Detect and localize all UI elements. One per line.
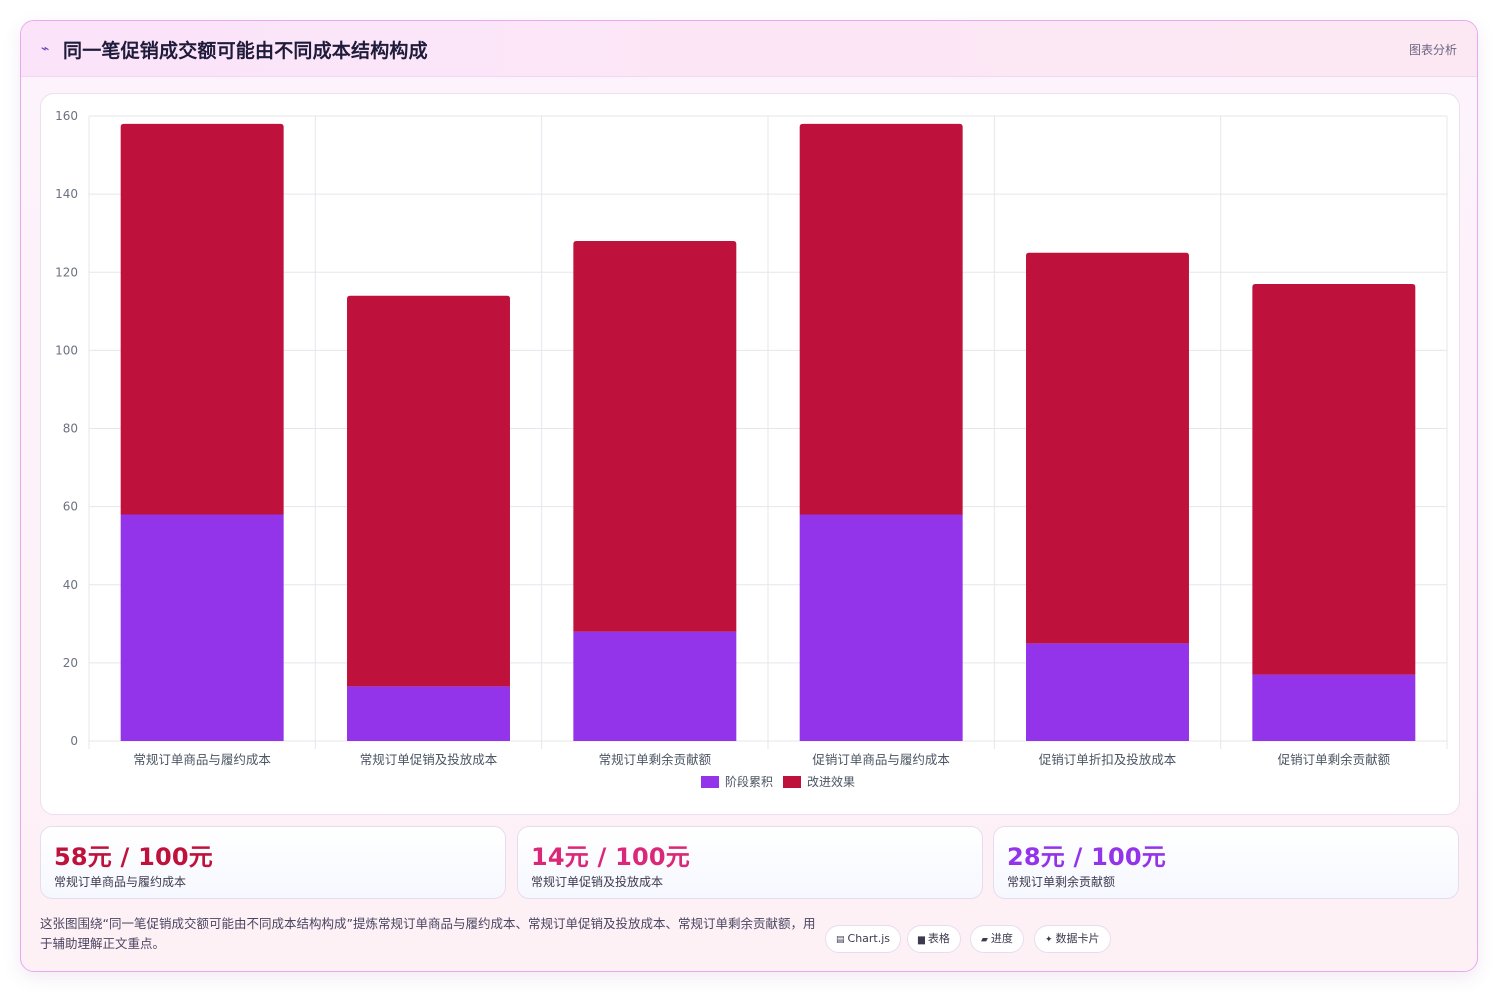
stacked-bar-chart: 0 20 40 60 80 100 120 140 160 常规订单商品与履约成本 常规订单促销及投… [55,109,1448,789]
x-tick-label: 常规订单剩余贡献额 [599,752,712,767]
stat-value: 58元 / 100元 [54,843,213,871]
stat-value: 28元 / 100元 [1007,843,1166,871]
stat-card-1: 58元 / 100元 常规订单商品与履约成本 [40,826,506,899]
bar-segment [1026,643,1189,741]
y-tick-label: 0 [70,734,78,748]
y-tick-label: 80 [63,422,78,436]
card-header: ⌁ 同一笔促销成交额可能由不同成本结构构成 图表分析 [21,21,1477,77]
chart-card: ⌁ 同一笔促销成交额可能由不同成本结构构成 图表分析 0 20 40 60 80 100 1… [20,20,1478,972]
chart-icon: ▤ [836,935,845,945]
tag-chartjs[interactable]: ▤ Chart.js [825,925,902,953]
tag-data-card[interactable]: ✦ 数据卡片 [1034,925,1111,953]
chart-analysis-button[interactable]: 图表分析 [1408,43,1457,57]
y-tick-label: 60 [63,500,78,514]
y-tick-label: 20 [63,656,78,670]
legend-swatch [701,776,719,788]
tag-label: 表格 [927,932,950,945]
bar-segment [799,123,963,515]
table-icon: ▆ [918,935,925,945]
bar-segment [573,241,737,632]
stat-card-2: 14元 / 100元 常规订单促销及投放成本 [517,826,983,899]
legend-swatch [783,776,801,788]
tag-label: Chart.js [847,932,891,945]
chart-container: 0 20 40 60 80 100 120 140 160 常规订单商品与履约成本 常规订单促销及投… [40,93,1460,815]
tag-label: 数据卡片 [1055,932,1100,945]
page-title: 同一笔促销成交额可能由不同成本结构构成 [63,40,428,62]
x-tick-label: 促销订单商品与履约成本 [812,752,950,767]
y-tick-label: 140 [55,187,78,201]
stat-label: 常规订单剩余贡献额 [1007,875,1116,889]
x-tick-label: 促销订单折扣及投放成本 [1039,752,1177,767]
tag-progress[interactable]: ▰ 进度 [970,925,1024,953]
bar-segment [120,123,284,515]
y-tick-label: 40 [63,578,78,592]
stat-value: 14元 / 100元 [531,843,690,871]
y-tick-label: 100 [55,343,78,357]
progress-icon: ▰ [981,935,988,945]
y-tick-label: 120 [55,265,78,279]
stat-label: 常规订单商品与履约成本 [54,875,187,889]
bar-segment [1252,283,1416,675]
bar-segment [347,686,510,741]
sparkle-icon: ✦ [1045,935,1053,945]
stat-label: 常规订单促销及投放成本 [531,875,664,889]
bar-segment [1252,674,1416,741]
chart-description: 这张图围绕“同一笔促销成交额可能由不同成本结构构成”提炼常规订单商品与履约成本、… [40,916,816,951]
sparkline-icon: ⌁ [41,41,50,57]
x-tick-label: 常规订单商品与履约成本 [133,752,271,767]
tag-table[interactable]: ▆ 表格 [907,925,961,953]
legend-label: 改进效果 [807,774,855,789]
x-tick-label: 促销订单剩余贡献额 [1278,752,1391,767]
bar-segment [799,514,963,741]
tag-label: 进度 [990,932,1013,945]
legend-label: 阶段累积 [725,774,773,789]
bar-segment [573,631,737,741]
bar-segment [1026,252,1189,644]
bar-segment [120,514,284,741]
bar-segment [347,295,510,687]
stat-card-3: 28元 / 100元 常规订单剩余贡献额 [993,826,1459,899]
x-tick-label: 常规订单促销及投放成本 [360,752,498,767]
y-tick-label: 160 [55,109,78,123]
